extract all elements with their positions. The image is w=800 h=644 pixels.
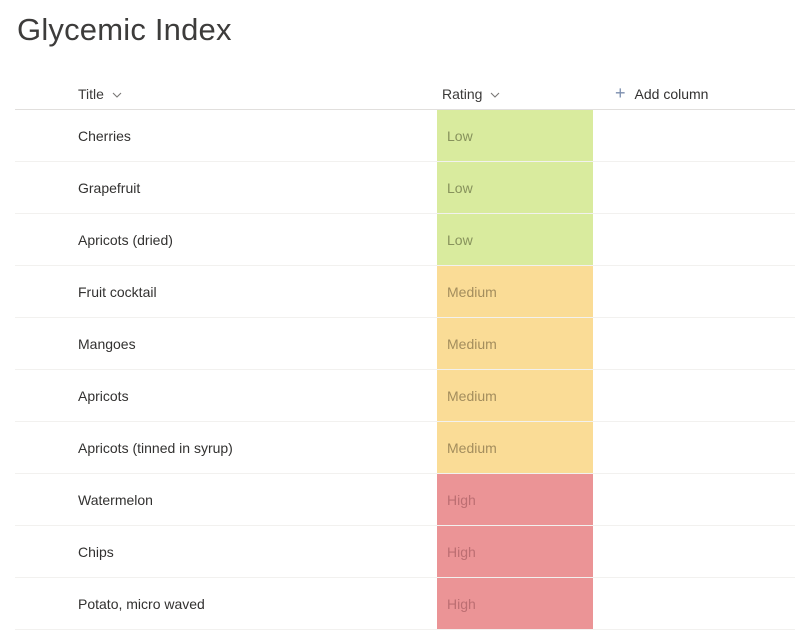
empty-cell	[593, 370, 795, 421]
rating-cell[interactable]: Medium	[437, 370, 593, 421]
table-row[interactable]: Apricots (dried) Low	[15, 214, 795, 266]
table-row[interactable]: Apricots Medium	[15, 370, 795, 422]
title-cell[interactable]: Cherries	[78, 127, 131, 144]
title-cell[interactable]: Mangoes	[78, 335, 136, 352]
rating-cell[interactable]: Medium	[437, 266, 593, 317]
table-row[interactable]: Apricots (tinned in syrup) Medium	[15, 422, 795, 474]
title-cell[interactable]: Apricots	[78, 387, 129, 404]
title-cell[interactable]: Apricots (dried)	[78, 231, 173, 248]
list-header-row: Title Rating + Add column	[15, 78, 795, 110]
column-header-rating-label: Rating	[442, 85, 483, 102]
empty-cell	[593, 214, 795, 265]
page-title: Glycemic Index	[17, 12, 232, 47]
title-cell[interactable]: Watermelon	[78, 491, 153, 508]
rating-cell[interactable]: Medium	[437, 318, 593, 369]
add-column-label: Add column	[634, 85, 709, 102]
rating-cell[interactable]: High	[437, 526, 593, 577]
title-cell[interactable]: Potato, micro waved	[78, 595, 205, 612]
column-header-title-label: Title	[78, 85, 104, 102]
table-row[interactable]: Grapefruit Low	[15, 162, 795, 214]
chevron-down-icon	[111, 89, 123, 101]
rating-cell[interactable]: Low	[437, 214, 593, 265]
chevron-down-icon	[489, 89, 501, 101]
empty-cell	[593, 162, 795, 213]
column-header-rating[interactable]: Rating	[437, 86, 593, 102]
empty-cell	[593, 266, 795, 317]
rating-cell[interactable]: Low	[437, 162, 593, 213]
glycemic-index-list: Title Rating + Add column Cherries Low G…	[15, 78, 795, 630]
title-cell[interactable]: Chips	[78, 543, 114, 560]
empty-cell	[593, 422, 795, 473]
add-column-button[interactable]: + Add column	[593, 82, 795, 103]
empty-cell	[593, 318, 795, 369]
empty-cell	[593, 578, 795, 629]
table-row[interactable]: Chips High	[15, 526, 795, 578]
empty-cell	[593, 474, 795, 525]
rating-cell[interactable]: Medium	[437, 422, 593, 473]
table-row[interactable]: Cherries Low	[15, 110, 795, 162]
rating-cell[interactable]: High	[437, 474, 593, 525]
table-row[interactable]: Fruit cocktail Medium	[15, 266, 795, 318]
table-row[interactable]: Potato, micro waved High	[15, 578, 795, 630]
empty-cell	[593, 110, 795, 161]
title-cell[interactable]: Fruit cocktail	[78, 283, 157, 300]
title-cell[interactable]: Apricots (tinned in syrup)	[78, 439, 233, 456]
rating-cell[interactable]: High	[437, 578, 593, 629]
table-row[interactable]: Mangoes Medium	[15, 318, 795, 370]
table-row[interactable]: Watermelon High	[15, 474, 795, 526]
rating-cell[interactable]: Low	[437, 110, 593, 161]
title-cell[interactable]: Grapefruit	[78, 179, 141, 196]
empty-cell	[593, 526, 795, 577]
plus-icon: +	[615, 82, 626, 103]
column-header-title[interactable]: Title	[15, 86, 437, 102]
